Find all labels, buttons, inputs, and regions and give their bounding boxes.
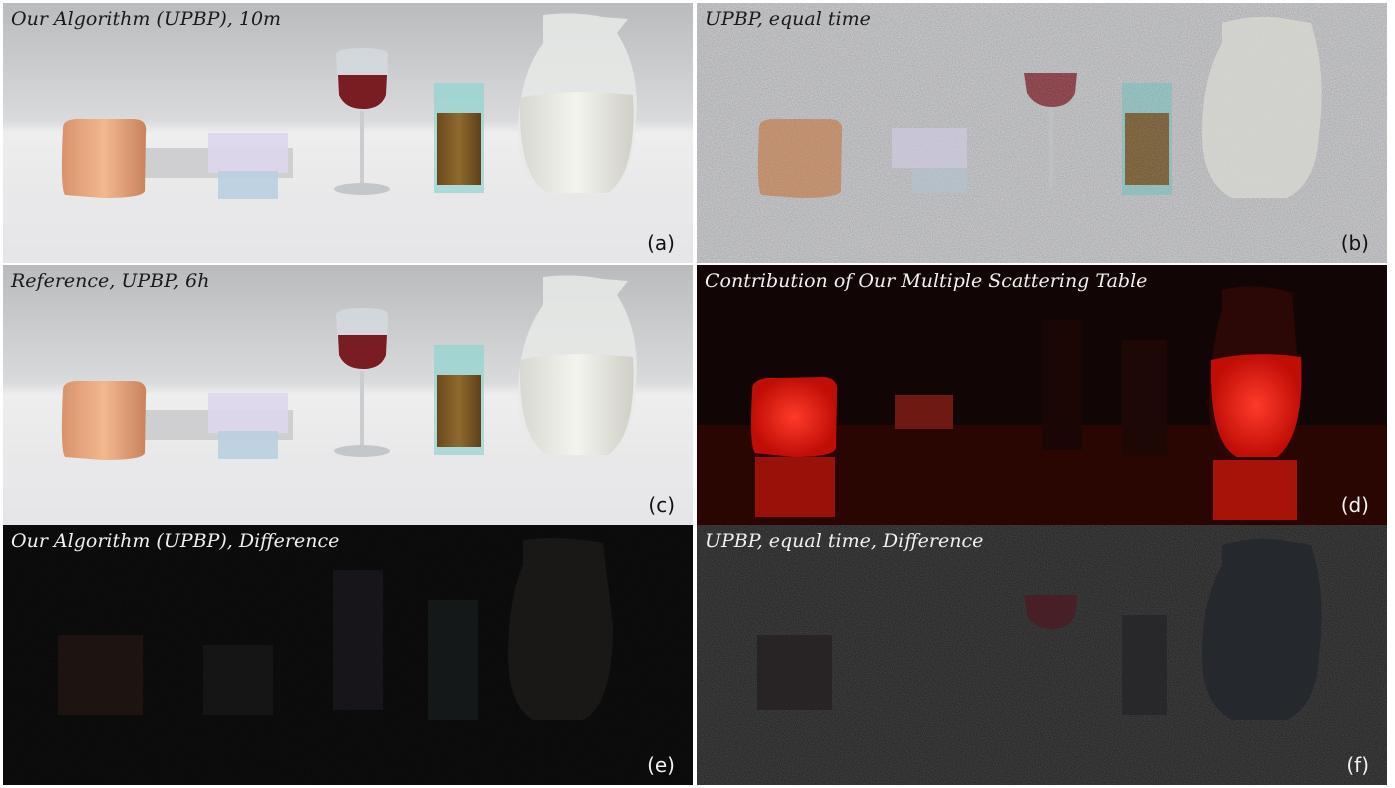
panel-title: Our Algorithm (UPBP), Difference bbox=[11, 530, 340, 552]
panel-e: Our Algorithm (UPBP), Difference (e) bbox=[3, 525, 693, 785]
panel-title: Our Algorithm (UPBP), 10m bbox=[11, 8, 282, 30]
render-scene-f bbox=[697, 525, 1387, 785]
panel-label: (f) bbox=[1346, 753, 1369, 777]
panel-label: (d) bbox=[1340, 493, 1369, 517]
panel-label: (b) bbox=[1340, 231, 1369, 255]
panel-label: (e) bbox=[647, 753, 675, 777]
render-scene-e bbox=[3, 525, 693, 785]
render-scene-d bbox=[697, 265, 1387, 525]
panel-title: Reference, UPBP, 6h bbox=[11, 270, 210, 292]
render-scene-c bbox=[3, 265, 693, 525]
render-scene-a bbox=[3, 3, 693, 263]
panel-b: UPBP, equal time (b) bbox=[697, 3, 1387, 263]
panel-title: Contribution of Our Multiple Scattering … bbox=[705, 270, 1148, 292]
panel-a: Our Algorithm (UPBP), 10m (a) bbox=[3, 3, 693, 263]
render-scene-b bbox=[697, 3, 1387, 263]
panel-d: Contribution of Our Multiple Scattering … bbox=[697, 265, 1387, 525]
panel-label: (c) bbox=[648, 493, 675, 517]
panel-label: (a) bbox=[647, 231, 675, 255]
panel-c: Reference, UPBP, 6h (c) bbox=[3, 265, 693, 525]
panel-title: UPBP, equal time bbox=[705, 8, 871, 30]
panel-title: UPBP, equal time, Difference bbox=[705, 530, 984, 552]
panel-f: UPBP, equal time, Difference (f) bbox=[697, 525, 1387, 785]
